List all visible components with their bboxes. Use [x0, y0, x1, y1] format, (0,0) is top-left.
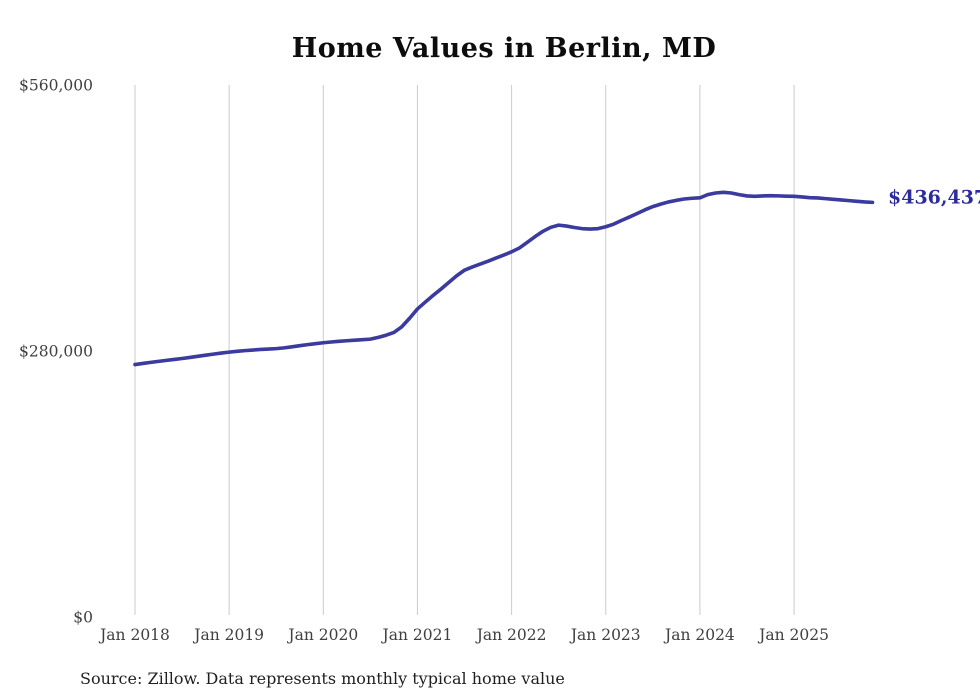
x-axis-tick-label: Jan 2022 [475, 626, 547, 644]
x-axis-tick-label: Jan 2024 [663, 626, 735, 644]
x-axis-tick-label: Jan 2018 [98, 626, 170, 644]
y-axis-tick-label: $0 [73, 609, 93, 627]
x-axis-tick-label: Jan 2020 [286, 626, 358, 644]
end-value-label: $436,437 [888, 186, 980, 208]
x-axis-tick-label: Jan 2021 [381, 626, 453, 644]
x-axis-tick-label: Jan 2025 [757, 626, 829, 644]
y-axis-tick-label: $560,000 [19, 77, 93, 95]
x-axis-tick-label: Jan 2019 [192, 626, 264, 644]
home-value-series-line [133, 190, 875, 367]
x-axis-tick-label: Jan 2023 [569, 626, 641, 644]
source-note: Source: Zillow. Data represents monthly … [80, 669, 565, 688]
y-axis-tick-label: $280,000 [19, 343, 93, 361]
chart-title: Home Values in Berlin, MD [291, 33, 717, 64]
